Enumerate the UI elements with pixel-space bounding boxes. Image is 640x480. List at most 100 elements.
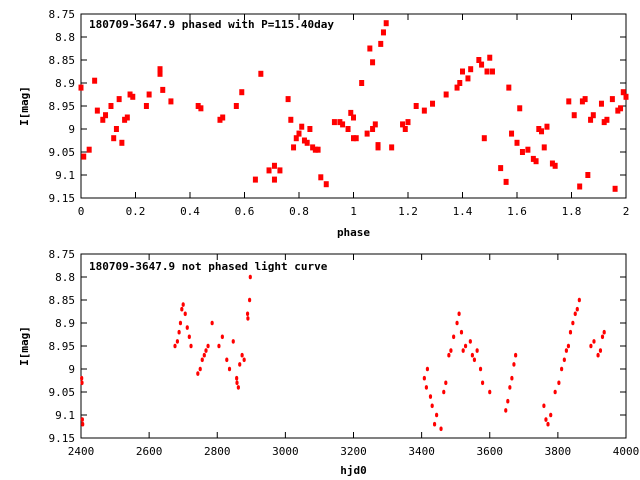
- data-point: [111, 135, 117, 142]
- data-point: [225, 357, 229, 363]
- data-point: [536, 126, 542, 132]
- data-point: [239, 89, 245, 96]
- data-point: [530, 155, 536, 162]
- data-point: [598, 100, 604, 107]
- y-tick-label: 9.1: [55, 169, 75, 182]
- data-point: [240, 352, 244, 358]
- data-point: [425, 366, 430, 372]
- x-tick-label: 1.8: [562, 205, 582, 218]
- data-point: [252, 176, 258, 183]
- data-point: [100, 116, 106, 123]
- data-point: [307, 126, 313, 132]
- y-tick-label: 8.8: [55, 271, 75, 284]
- data-point: [544, 417, 548, 422]
- data-point: [370, 126, 376, 132]
- y-tick-label: 8.9: [55, 77, 75, 90]
- data-point: [380, 29, 386, 36]
- x-tick-label: 0: [78, 205, 85, 218]
- data-point: [378, 40, 384, 47]
- data-point: [598, 348, 603, 353]
- data-point: [575, 306, 579, 312]
- x-tick-label: 3800: [545, 445, 572, 458]
- data-point: [146, 91, 152, 98]
- data-point: [202, 352, 206, 358]
- data-point: [248, 274, 252, 280]
- data-point: [217, 343, 221, 349]
- data-point: [552, 162, 558, 169]
- data-point: [476, 57, 482, 63]
- data-point: [180, 306, 184, 312]
- x-tick-label: 1.6: [507, 205, 527, 218]
- data-point: [80, 375, 84, 381]
- data-point: [195, 103, 201, 109]
- data-point: [124, 114, 130, 121]
- data-point: [602, 329, 606, 335]
- data-point: [444, 380, 448, 386]
- data-point: [94, 107, 100, 114]
- data-point: [310, 144, 316, 151]
- data-point: [103, 112, 109, 119]
- x-tick-label: 4000: [613, 445, 640, 458]
- data-point: [348, 109, 354, 116]
- data-point: [248, 297, 252, 303]
- data-point: [479, 61, 485, 68]
- data-point: [200, 357, 204, 363]
- data-point: [245, 311, 250, 317]
- data-point: [579, 98, 585, 105]
- data-point: [220, 334, 224, 340]
- data-point: [557, 380, 561, 386]
- data-point: [204, 348, 208, 353]
- y-tick-label: 9.15: [49, 192, 76, 205]
- data-point: [220, 114, 226, 121]
- data-point: [465, 75, 471, 82]
- phased-y-axis-label: I[mag]: [18, 86, 31, 126]
- data-point: [544, 123, 550, 130]
- data-point: [351, 114, 356, 121]
- data-point: [323, 181, 329, 188]
- data-point: [585, 172, 591, 178]
- data-point: [231, 339, 235, 344]
- data-point: [592, 339, 596, 344]
- data-point: [116, 96, 122, 103]
- data-point: [183, 311, 187, 317]
- unphased-plot-title: 180709-3647.9 not phased light curve: [89, 260, 328, 273]
- data-point: [480, 380, 485, 386]
- data-point: [573, 311, 577, 317]
- y-tick-label: 9: [68, 363, 75, 376]
- data-point: [566, 343, 571, 349]
- data-point: [238, 362, 242, 367]
- data-point: [588, 116, 594, 123]
- data-point: [175, 339, 179, 344]
- x-tick-label: 2600: [136, 445, 163, 458]
- data-point: [612, 185, 618, 192]
- data-point: [571, 112, 577, 119]
- phased-plot-title: 180709-3647.9 phased with P=115.40day: [89, 18, 334, 31]
- data-point: [506, 398, 510, 404]
- data-point: [600, 334, 605, 340]
- data-point: [566, 98, 572, 105]
- data-point: [455, 320, 459, 326]
- unphased-data-points: [80, 274, 606, 432]
- data-point: [178, 320, 183, 326]
- data-point: [549, 412, 553, 418]
- data-point: [210, 320, 214, 326]
- data-point: [80, 417, 84, 422]
- y-tick-label: 9.05: [49, 146, 76, 159]
- data-point: [337, 119, 343, 126]
- data-point: [564, 348, 568, 353]
- data-point: [130, 93, 136, 100]
- data-point: [571, 320, 575, 326]
- data-point: [206, 343, 210, 349]
- unphased-y-axis-label: I[mag]: [18, 326, 31, 366]
- unphased-y-ticks: 8.75 8.8 8.85 8.9 8.95 9 9.05 9.1 9.15: [49, 248, 626, 445]
- data-point: [413, 103, 419, 109]
- data-point: [424, 385, 428, 390]
- data-point: [439, 426, 443, 432]
- data-point: [187, 334, 191, 340]
- unphased-x-ticks: 2400 2600 2800 3000 3200 3400 3600 3800 4000: [68, 254, 640, 458]
- data-point: [235, 380, 239, 386]
- data-point: [461, 348, 465, 353]
- data-point: [421, 107, 427, 114]
- data-point: [370, 59, 376, 66]
- data-point: [503, 178, 509, 185]
